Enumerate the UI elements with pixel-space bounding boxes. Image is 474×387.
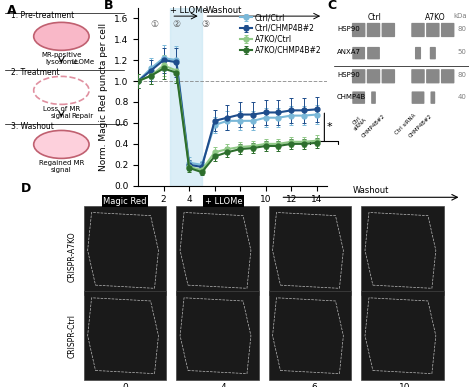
FancyBboxPatch shape <box>382 23 395 37</box>
Text: CRISPR-A7KO: CRISPR-A7KO <box>67 231 76 282</box>
FancyBboxPatch shape <box>352 23 365 37</box>
Text: ③: ③ <box>201 20 210 29</box>
Text: 10: 10 <box>399 383 410 387</box>
FancyBboxPatch shape <box>426 23 439 37</box>
Text: + LLOMe: + LLOMe <box>170 6 208 15</box>
FancyBboxPatch shape <box>415 47 421 59</box>
Text: 0: 0 <box>122 383 128 387</box>
FancyBboxPatch shape <box>371 91 376 104</box>
FancyBboxPatch shape <box>411 69 425 84</box>
Bar <box>361 206 444 295</box>
Text: CHMP4B: CHMP4B <box>337 94 366 100</box>
Bar <box>84 291 166 380</box>
Text: + LLOMe: + LLOMe <box>205 197 242 205</box>
Text: Magic Red: Magic Red <box>103 197 147 205</box>
Text: Regained MR
signal: Regained MR signal <box>39 160 84 173</box>
Text: 6: 6 <box>311 383 317 387</box>
Text: Ctrl: Ctrl <box>368 13 382 22</box>
Text: Washout: Washout <box>206 6 242 15</box>
Text: Repair: Repair <box>72 113 93 119</box>
FancyBboxPatch shape <box>426 69 439 84</box>
FancyBboxPatch shape <box>352 47 365 59</box>
Text: 50: 50 <box>458 49 466 55</box>
Bar <box>176 206 259 295</box>
Text: CHMP4B#2: CHMP4B#2 <box>361 113 386 138</box>
Text: 3. Washout: 3. Washout <box>11 122 54 131</box>
Text: Ctrl siRNA: Ctrl siRNA <box>394 113 417 136</box>
Bar <box>361 291 444 380</box>
Text: 4: 4 <box>220 383 226 387</box>
X-axis label: Time (min): Time (min) <box>206 210 259 220</box>
FancyBboxPatch shape <box>441 69 455 84</box>
Text: Washout: Washout <box>353 186 389 195</box>
Text: CRISPR-Ctrl: CRISPR-Ctrl <box>67 314 76 358</box>
Bar <box>170 8 202 186</box>
Text: 40: 40 <box>458 94 466 100</box>
Text: MR-positive
lysosome: MR-positive lysosome <box>41 52 82 65</box>
FancyBboxPatch shape <box>411 91 424 104</box>
Bar <box>269 206 351 295</box>
Text: CHMP4B#2: CHMP4B#2 <box>408 113 433 138</box>
Text: ②: ② <box>173 20 181 29</box>
Text: 1. Pre-treatment: 1. Pre-treatment <box>11 11 74 20</box>
Text: Loss of MR
signal: Loss of MR signal <box>43 106 80 119</box>
Text: 80: 80 <box>457 72 466 79</box>
Text: B: B <box>104 0 114 12</box>
Text: LLOMe: LLOMe <box>72 59 95 65</box>
Y-axis label: Norm. Magic Red puncta per cell: Norm. Magic Red puncta per cell <box>100 23 109 171</box>
Circle shape <box>34 76 89 104</box>
Text: ANXA7: ANXA7 <box>337 49 361 55</box>
Circle shape <box>34 22 89 50</box>
Text: Ctrl
siRNA: Ctrl siRNA <box>349 113 368 132</box>
Bar <box>269 291 351 380</box>
FancyBboxPatch shape <box>430 47 436 59</box>
Legend: Ctrl/Ctrl, Ctrl/CHMP4B#2, A7KO/Ctrl, A7KO/CHMP4B#2: Ctrl/Ctrl, Ctrl/CHMP4B#2, A7KO/Ctrl, A7K… <box>239 12 323 57</box>
Text: kDa: kDa <box>453 13 466 19</box>
Text: HSP90: HSP90 <box>337 72 360 79</box>
Text: 2. Treatment: 2. Treatment <box>11 68 60 77</box>
FancyBboxPatch shape <box>352 91 365 104</box>
Text: 80: 80 <box>457 26 466 32</box>
Bar <box>84 206 166 295</box>
Text: A: A <box>7 4 17 17</box>
Text: C: C <box>328 0 337 12</box>
Text: A7KO: A7KO <box>425 13 446 22</box>
Text: HSP90: HSP90 <box>337 26 360 32</box>
FancyBboxPatch shape <box>382 69 395 84</box>
FancyBboxPatch shape <box>352 69 365 84</box>
Bar <box>176 291 259 380</box>
FancyBboxPatch shape <box>411 23 425 37</box>
FancyBboxPatch shape <box>430 91 435 104</box>
Text: D: D <box>21 182 31 195</box>
FancyBboxPatch shape <box>367 47 380 59</box>
Text: ①: ① <box>151 20 159 29</box>
Circle shape <box>34 130 89 158</box>
FancyBboxPatch shape <box>367 69 380 84</box>
Text: *: * <box>326 122 332 132</box>
FancyBboxPatch shape <box>367 23 380 37</box>
FancyBboxPatch shape <box>441 23 455 37</box>
